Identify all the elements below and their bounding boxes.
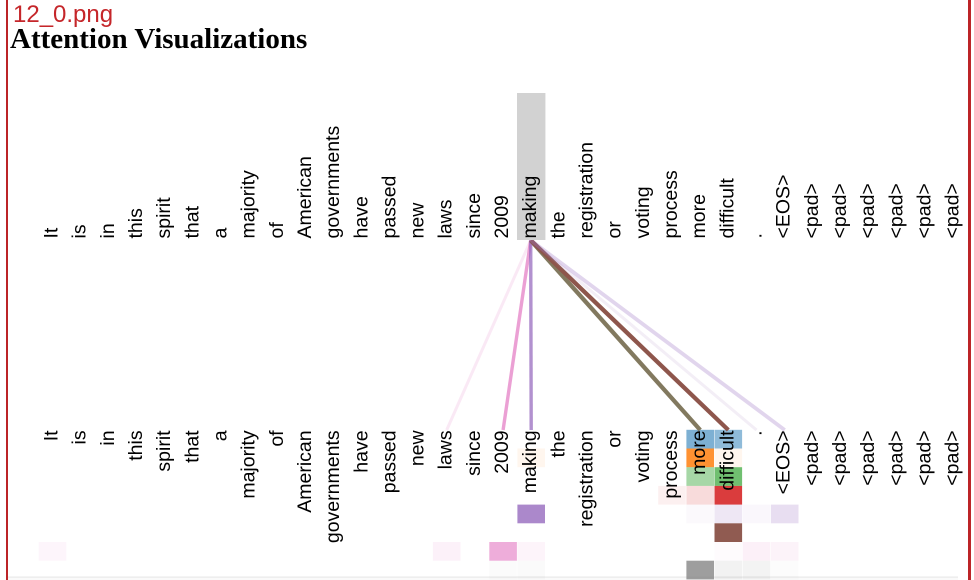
svg-text:<pad>: <pad> [857,430,879,485]
svg-text:more: more [688,430,710,474]
svg-text:difficult: difficult [716,430,738,491]
svg-text:in: in [97,223,119,238]
svg-text:making: making [519,176,541,239]
svg-text:American: American [294,430,316,512]
svg-text:since: since [463,430,485,476]
svg-text:<EOS>: <EOS> [773,175,795,239]
svg-text:.: . [745,233,767,238]
svg-text:It: It [41,430,63,441]
svg-text:<pad>: <pad> [829,183,851,238]
svg-text:majority: majority [238,170,260,239]
svg-text:<pad>: <pad> [914,430,936,485]
svg-text:registration: registration [576,430,598,526]
svg-text:<pad>: <pad> [885,430,907,485]
svg-text:new: new [407,202,429,239]
svg-text:or: or [604,430,626,448]
svg-text:have: have [350,196,372,238]
svg-text:voting: voting [632,186,654,238]
svg-text:2009: 2009 [491,430,513,473]
svg-text:<pad>: <pad> [942,183,964,238]
svg-text:the: the [547,430,569,457]
svg-text:of: of [266,222,288,239]
svg-text:<pad>: <pad> [942,430,964,485]
svg-text:laws: laws [435,199,457,238]
svg-text:in: in [97,430,119,445]
svg-text:process: process [660,170,682,239]
svg-text:<pad>: <pad> [885,183,907,238]
svg-text:a: a [210,228,232,239]
svg-text:passed: passed [378,176,400,239]
svg-text:this: this [125,208,147,239]
svg-text:since: since [463,193,485,239]
svg-text:registration: registration [576,142,598,238]
svg-text:2009: 2009 [491,195,513,238]
svg-text:governments: governments [322,126,344,239]
svg-text:that: that [181,205,203,238]
svg-text:<pad>: <pad> [829,430,851,485]
svg-text:this: this [125,430,147,461]
svg-text:have: have [350,430,372,472]
svg-text:<EOS>: <EOS> [773,430,795,494]
svg-text:spirit: spirit [153,197,175,239]
svg-text:of: of [266,430,288,447]
svg-text:is: is [69,224,91,238]
svg-text:making: making [519,430,541,493]
svg-text:voting: voting [632,430,654,482]
svg-text:<pad>: <pad> [914,183,936,238]
svg-text:.: . [745,430,767,435]
svg-text:is: is [69,430,91,444]
svg-text:difficult: difficult [716,178,738,239]
svg-text:It: It [41,227,63,238]
svg-text:a: a [210,430,232,441]
svg-text:that: that [181,430,203,463]
svg-text:or: or [604,221,626,239]
svg-text:more: more [688,194,710,238]
svg-text:majority: majority [238,430,260,499]
svg-text:process: process [660,430,682,499]
svg-text:new: new [407,429,429,466]
svg-text:laws: laws [435,430,457,469]
svg-text:spirit: spirit [153,430,175,472]
svg-text:governments: governments [322,430,344,543]
svg-text:passed: passed [378,430,400,493]
svg-text:<pad>: <pad> [801,430,823,485]
svg-text:<pad>: <pad> [801,183,823,238]
svg-text:<pad>: <pad> [857,183,879,238]
svg-text:American: American [294,156,316,238]
svg-text:the: the [547,211,569,238]
